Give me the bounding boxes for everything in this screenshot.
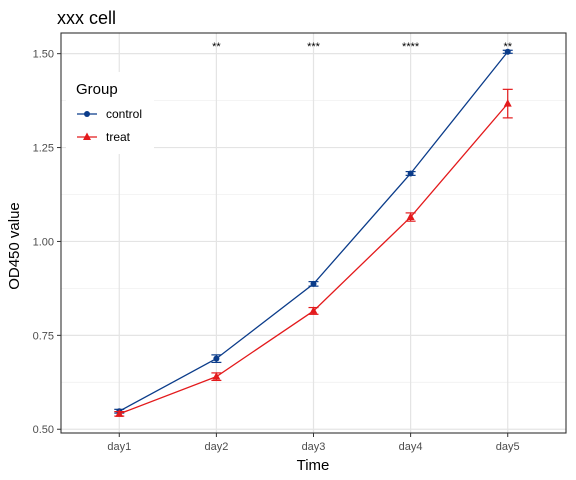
series-treat [114, 88, 513, 417]
significance-label: **** [402, 41, 420, 53]
significance-label: ** [503, 41, 512, 53]
legend-item-control: control [77, 107, 142, 121]
data-point [115, 409, 124, 417]
legend-label: control [106, 107, 142, 121]
data-point [310, 280, 317, 287]
legend-item-treat: treat [77, 130, 131, 144]
legend-label: treat [106, 130, 131, 144]
panel-border [60, 32, 567, 434]
legend-title: Group [76, 81, 118, 98]
significance-label: *** [307, 41, 321, 53]
data-point [406, 212, 415, 221]
data-point [212, 372, 221, 380]
legend-background [66, 72, 154, 154]
y-tick-label: 1.00 [33, 236, 54, 248]
y-tick-label: 0.50 [33, 424, 54, 436]
significance-label: ** [212, 41, 221, 53]
data-point [504, 48, 511, 55]
x-tick-label: day4 [399, 441, 423, 453]
x-tick-label: day3 [302, 441, 326, 453]
legend-items: control treat [77, 107, 142, 144]
data-point [83, 132, 91, 140]
legend: Group control treat [66, 72, 154, 154]
y-tick-label: 1.25 [33, 143, 54, 155]
data-point [309, 306, 318, 314]
data-point [213, 355, 220, 362]
data-point [407, 170, 414, 177]
y-tick-label: 1.50 [33, 49, 54, 61]
plot-panel: 0.50 0.75 1.00 1.25 1.50 day1 day2 day3 day4 day5… [33, 32, 567, 453]
y-axis-label: OD450 value [6, 202, 23, 290]
x-tick-label: day2 [204, 441, 228, 453]
y-tick-label: 0.75 [33, 330, 54, 342]
x-axis-label: Time [297, 457, 330, 474]
x-tick-label: day1 [107, 441, 131, 453]
x-tick-label: day5 [496, 441, 520, 453]
data-point [84, 111, 90, 117]
data-point [503, 99, 512, 107]
chart-title: xxx cell [57, 8, 116, 28]
